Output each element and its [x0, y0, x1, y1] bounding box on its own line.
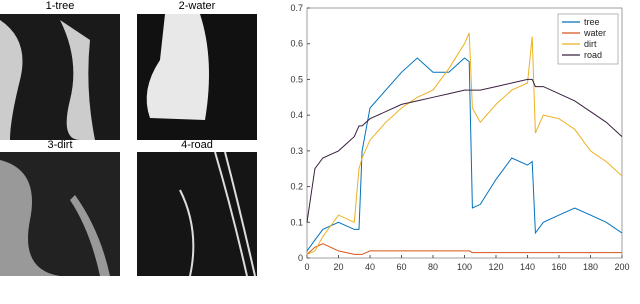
y-tick-label: 0.6 [290, 39, 303, 49]
y-tick-label: 0.7 [290, 3, 303, 13]
x-tick-label: 180 [583, 262, 598, 272]
y-tick-label: 0 [298, 253, 303, 263]
x-tick-label: 160 [551, 262, 566, 272]
x-tick-label: 120 [488, 262, 503, 272]
line-chart: 0 0.1 0.2 0.3 0.4 0.5 0.6 0.7 0 20 40 60 80 100 120 140… [290, 3, 629, 272]
legend-label: road [584, 50, 602, 60]
legend-label: dirt [584, 39, 597, 49]
x-tick-label: 140 [520, 262, 535, 272]
image-shape [0, 20, 95, 140]
image-label: 1-tree [46, 0, 75, 12]
image-shape [179, 151, 256, 277]
x-tick-label: 60 [396, 262, 406, 272]
image-road [137, 152, 257, 276]
x-tick-label: 100 [457, 262, 472, 272]
x-tick-label: 20 [333, 262, 343, 272]
x-tick-label: 200 [614, 262, 629, 272]
series-line [306, 32, 623, 255]
y-tick-label: 0.2 [290, 182, 303, 192]
y-tick-label: 0.4 [290, 110, 303, 120]
legend-label: water [583, 28, 606, 38]
y-tick-label: 0.1 [290, 217, 303, 227]
series-line [306, 243, 622, 255]
image-shape [0, 160, 110, 276]
legend-label: tree [584, 17, 600, 27]
y-tick-label: 0.5 [290, 74, 303, 84]
series-line [306, 57, 623, 252]
image-label: 3-dirt [47, 139, 72, 151]
image-shape [146, 14, 209, 120]
image-label: 4-road [181, 139, 213, 151]
series-line [306, 78, 623, 223]
x-tick-label: 0 [304, 262, 309, 272]
abundance-maps: 1-tree 2-water 3-dirt 4-road [0, 0, 257, 277]
image-label: 2-water [179, 0, 216, 12]
x-tick-label: 40 [365, 262, 375, 272]
y-tick-label: 0.3 [290, 146, 303, 156]
x-tick-label: 80 [428, 262, 438, 272]
